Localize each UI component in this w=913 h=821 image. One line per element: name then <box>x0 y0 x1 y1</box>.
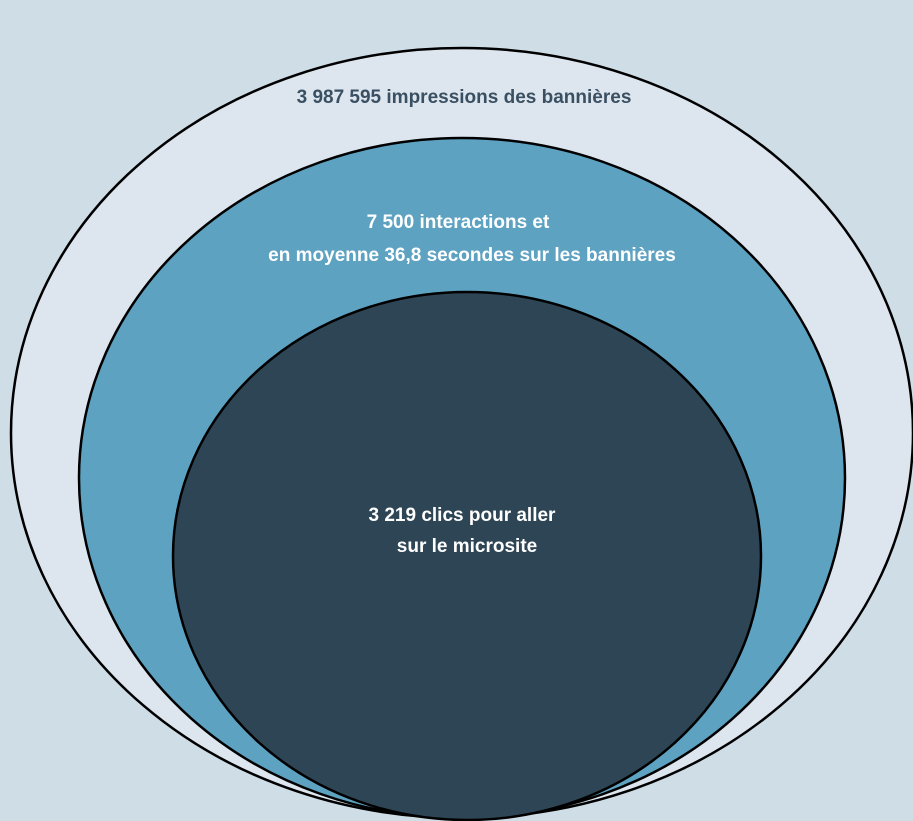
clicks-label-line-1: 3 219 clics pour aller <box>369 505 557 526</box>
inner-ellipse-clicks <box>171 290 763 821</box>
interactions-label-line-1: 7 500 interactions et <box>367 212 550 233</box>
interactions-label-line-2: en moyenne 36,8 secondes sur les bannièr… <box>268 245 676 266</box>
clicks-label-line-2: sur le microsite <box>397 536 537 557</box>
impressions-label: 3 987 595 impressions des bannières <box>297 87 632 108</box>
